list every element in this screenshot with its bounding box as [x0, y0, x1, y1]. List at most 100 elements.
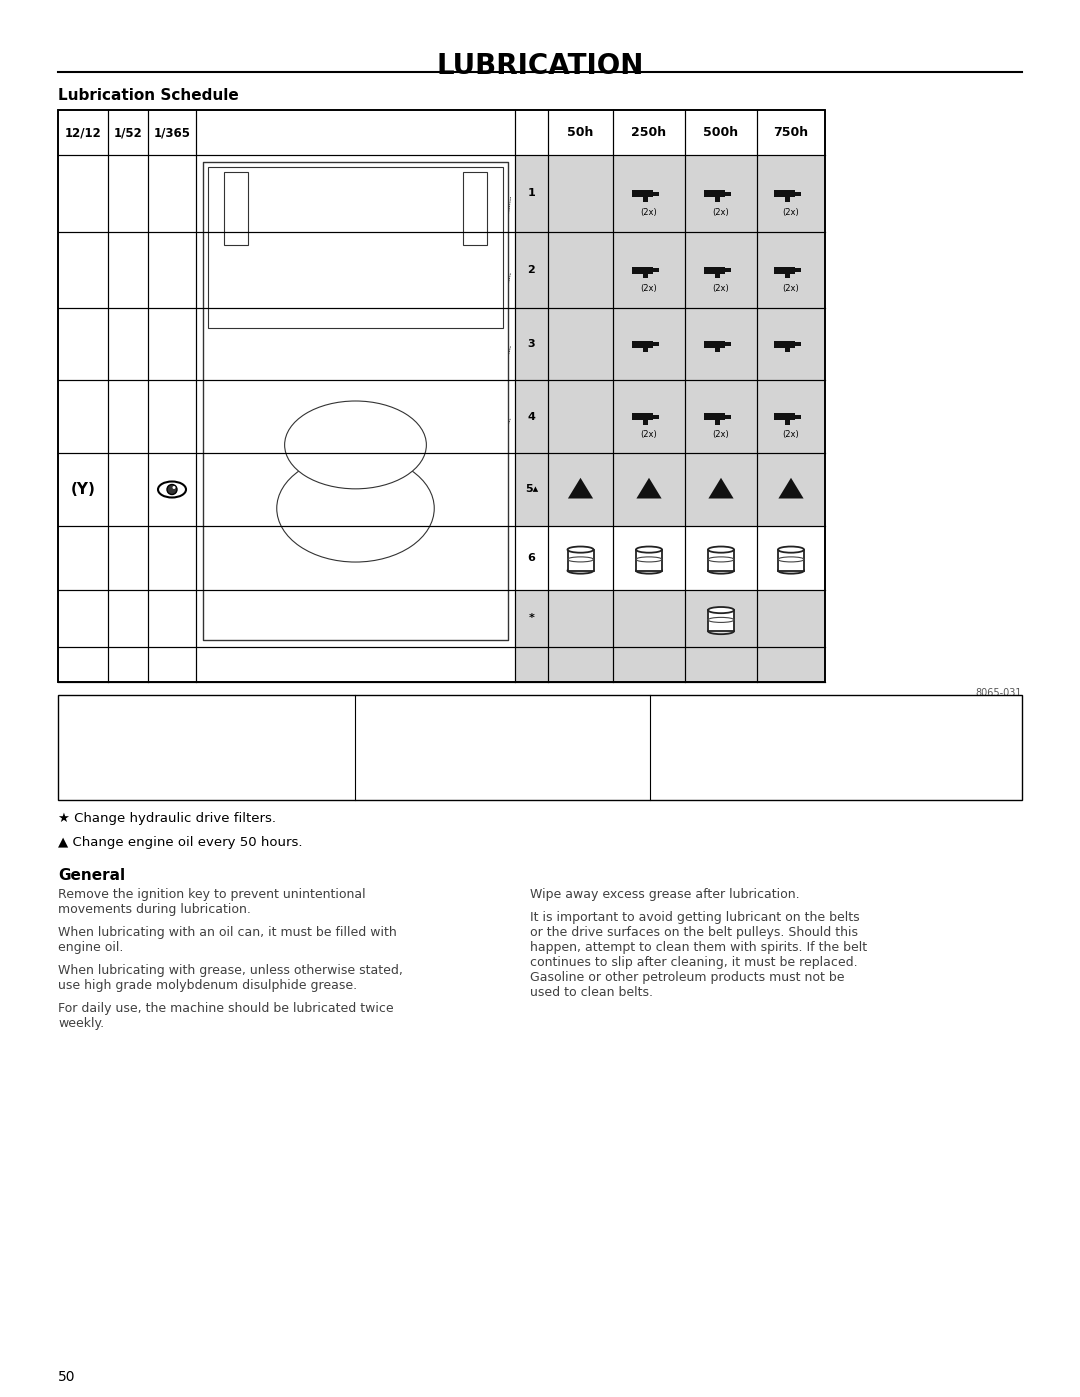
Bar: [715, 197, 719, 201]
Ellipse shape: [778, 567, 804, 574]
Bar: [725, 342, 731, 346]
Ellipse shape: [774, 717, 796, 731]
Bar: [58, 232, 515, 307]
Bar: [644, 272, 648, 278]
Bar: [58, 110, 825, 682]
Bar: [58, 647, 515, 682]
Bar: [58, 380, 825, 453]
Text: Lubrication Schedule: Lubrication Schedule: [58, 88, 239, 103]
Text: 50h: 50h: [567, 126, 594, 138]
Text: 1/52 Every Week: 1/52 Every Week: [70, 743, 176, 756]
Bar: [774, 267, 795, 274]
Text: (2x): (2x): [713, 208, 729, 217]
Bar: [785, 419, 789, 425]
Text: (Y): (Y): [70, 482, 95, 497]
Bar: [644, 346, 648, 352]
Bar: [58, 647, 825, 682]
Text: (2x): (2x): [783, 284, 799, 293]
Text: When lubricating with grease, unless otherwise stated,
use high grade molybdenum: When lubricating with grease, unless oth…: [58, 964, 403, 992]
Ellipse shape: [158, 482, 186, 497]
Bar: [774, 414, 795, 420]
Bar: [632, 267, 653, 274]
Bar: [715, 419, 719, 425]
Text: 500h: 500h: [703, 126, 739, 138]
Text: 2: 2: [528, 265, 536, 275]
Text: Remove the ignition key to prevent unintentional
movements during lubrication.: Remove the ignition key to prevent unint…: [58, 888, 366, 916]
Bar: [725, 268, 731, 272]
Text: 1/365 Every day: 1/365 Every day: [70, 771, 173, 784]
Text: *: *: [528, 613, 535, 623]
Ellipse shape: [276, 454, 434, 562]
Text: 50: 50: [58, 1370, 76, 1384]
Ellipse shape: [167, 485, 177, 495]
Bar: [653, 342, 659, 346]
Ellipse shape: [567, 567, 594, 574]
Text: (2x): (2x): [783, 430, 799, 440]
Bar: [653, 268, 659, 272]
Ellipse shape: [781, 718, 789, 728]
Bar: [224, 172, 247, 244]
Bar: [715, 272, 719, 278]
Polygon shape: [708, 478, 733, 499]
Text: Oil change: Oil change: [367, 743, 434, 756]
Bar: [58, 155, 515, 232]
Bar: [708, 549, 734, 570]
Text: (2x): (2x): [783, 208, 799, 217]
Text: 1/52: 1/52: [113, 126, 143, 138]
Bar: [208, 168, 503, 328]
Bar: [632, 414, 653, 420]
Text: Filter change: Filter change: [367, 771, 448, 784]
Bar: [795, 415, 800, 419]
Bar: [785, 272, 789, 278]
Bar: [795, 191, 800, 196]
Bar: [785, 346, 789, 352]
Ellipse shape: [708, 546, 734, 553]
Polygon shape: [779, 478, 804, 499]
Text: 5▴: 5▴: [525, 485, 538, 495]
Bar: [58, 155, 825, 232]
Ellipse shape: [285, 401, 427, 489]
Bar: [704, 190, 725, 197]
Bar: [653, 415, 659, 419]
Bar: [704, 414, 725, 420]
Bar: [644, 197, 648, 201]
Text: General: General: [58, 868, 125, 883]
Bar: [58, 110, 825, 682]
Text: For daily use, the machine should be lubricated twice
weekly.: For daily use, the machine should be lub…: [58, 1002, 393, 1030]
Text: (2x): (2x): [713, 430, 729, 440]
Bar: [795, 268, 800, 272]
Bar: [795, 342, 800, 346]
Text: (2x): (2x): [640, 430, 658, 440]
Bar: [58, 307, 825, 380]
Text: It is important to avoid getting lubricant on the belts
or the drive surfaces on: It is important to avoid getting lubrica…: [530, 911, 867, 999]
Bar: [58, 453, 515, 527]
Text: ▲ Change engine oil every 50 hours.: ▲ Change engine oil every 50 hours.: [58, 835, 302, 849]
Ellipse shape: [600, 773, 619, 777]
Bar: [203, 162, 508, 640]
Bar: [58, 232, 825, 307]
Text: 4: 4: [527, 412, 536, 422]
Ellipse shape: [636, 567, 662, 574]
Bar: [785, 197, 789, 201]
Polygon shape: [636, 478, 662, 499]
Text: 1/365: 1/365: [153, 126, 190, 138]
Bar: [653, 191, 659, 196]
Bar: [58, 590, 515, 647]
Bar: [715, 346, 719, 352]
Bar: [567, 549, 594, 570]
Bar: [632, 341, 653, 348]
Text: When lubricating with an oil can, it must be filled with
engine oil.: When lubricating with an oil can, it mus…: [58, 926, 396, 954]
Bar: [708, 610, 734, 631]
Text: LUBRICATION: LUBRICATION: [436, 52, 644, 80]
Ellipse shape: [708, 608, 734, 613]
Text: 250h: 250h: [632, 126, 666, 138]
Bar: [774, 341, 795, 348]
Bar: [704, 341, 725, 348]
Text: 6: 6: [527, 553, 536, 563]
Text: (2x): (2x): [640, 208, 658, 217]
Text: 12/12 Every year: 12/12 Every year: [70, 712, 177, 726]
Text: Lubricate with grease gun: Lubricate with grease gun: [367, 712, 530, 726]
Bar: [600, 775, 619, 789]
Ellipse shape: [708, 629, 734, 634]
Text: (2x): (2x): [713, 284, 729, 293]
